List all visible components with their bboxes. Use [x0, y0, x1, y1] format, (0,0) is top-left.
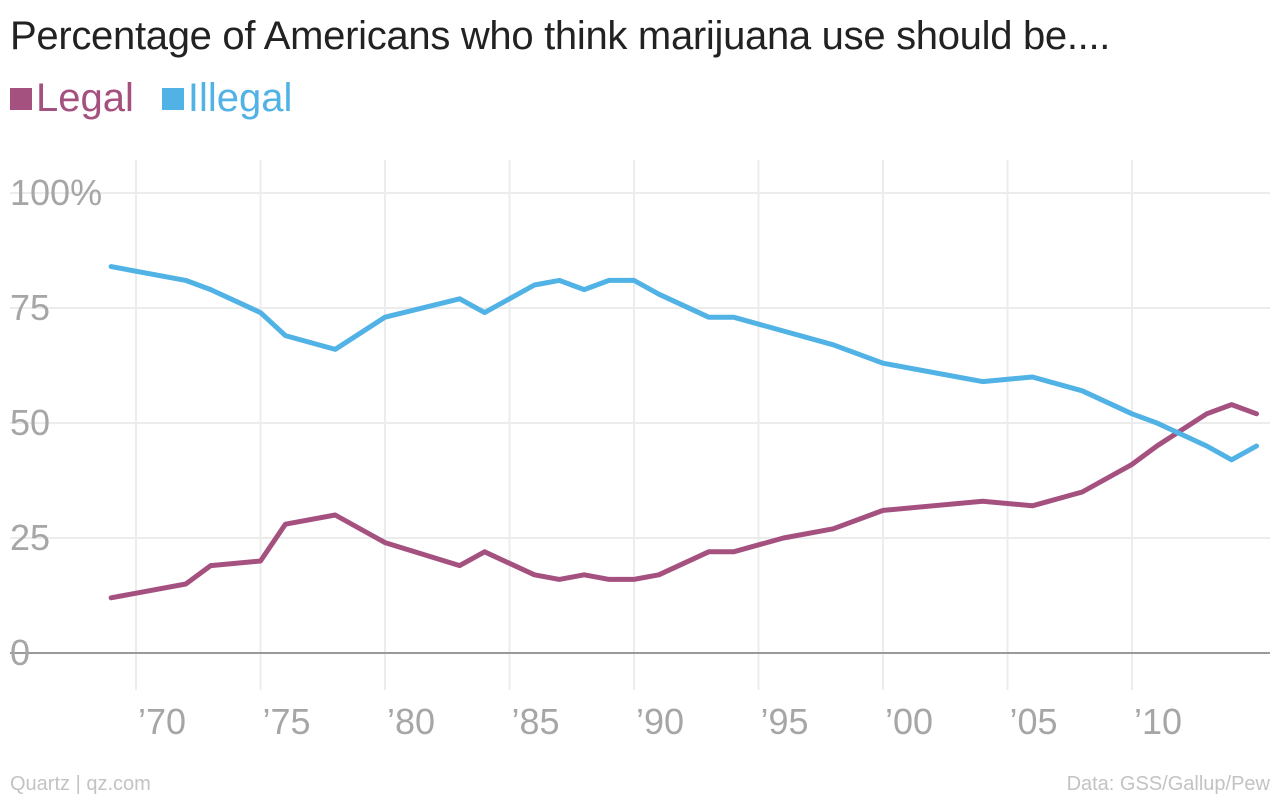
chart-legend: Legal Illegal — [10, 76, 320, 121]
legend-item-legal: Legal — [10, 76, 134, 121]
x-tick-label: ’80 — [387, 701, 435, 742]
series-line-illegal — [108, 264, 1259, 463]
x-tick-label: ’10 — [1134, 701, 1182, 742]
x-tick-label: ’75 — [262, 701, 310, 742]
x-tick-label: ’95 — [760, 701, 808, 742]
y-tick-label: 50 — [10, 402, 50, 443]
footer-source-right: Data: GSS/Gallup/Pew — [1066, 773, 1270, 795]
x-tick-label: ’70 — [138, 701, 186, 742]
legend-swatch-illegal — [161, 87, 184, 110]
y-tick-label: 100% — [10, 172, 102, 213]
x-tick-label: ’05 — [1009, 701, 1057, 742]
legend-label-legal: Legal — [36, 76, 134, 120]
y-tick-label: 25 — [10, 517, 50, 558]
y-tick-label: 0 — [10, 632, 30, 673]
x-tick-label: ’85 — [511, 701, 559, 742]
x-tick-label: ’00 — [885, 701, 933, 742]
footer-source-left: Quartz | qz.com — [10, 773, 151, 795]
chart-title: Percentage of Americans who think mariju… — [10, 14, 1111, 58]
legend-label-illegal: Illegal — [187, 76, 293, 120]
x-tick-label: ’90 — [636, 701, 684, 742]
series-line-legal — [108, 402, 1259, 601]
legend-swatch-legal — [10, 87, 32, 110]
y-tick-label: 75 — [10, 287, 50, 328]
legend-item-illegal: Illegal — [161, 76, 293, 121]
